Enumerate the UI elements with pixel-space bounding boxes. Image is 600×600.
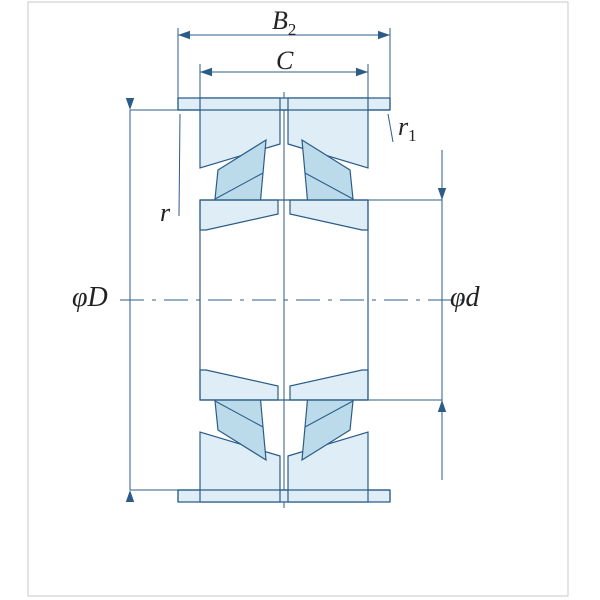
label-C: C <box>276 46 293 76</box>
label-B2: B2 <box>272 6 296 40</box>
label-phid: φd <box>450 282 480 314</box>
label-r: r <box>160 198 170 228</box>
label-r1: r1 <box>398 112 417 146</box>
label-phiD: φD <box>72 282 108 314</box>
bearing-diagram: B2 C r r1 φD φd <box>0 0 600 600</box>
